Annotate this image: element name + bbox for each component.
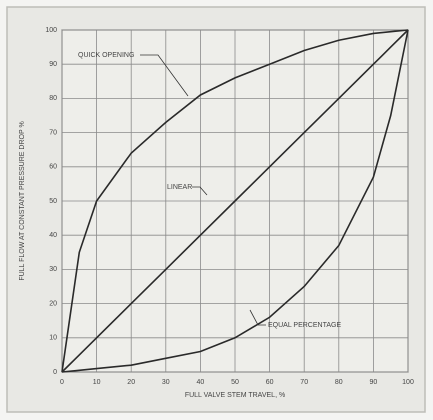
y-tick-label: 90 [49, 61, 57, 68]
x-tick-label: 0 [60, 379, 64, 386]
series-label: LINEAR [167, 184, 192, 191]
y-tick-label: 0 [53, 369, 57, 376]
y-tick-label: 40 [49, 232, 57, 239]
series-label: QUICK OPENING [78, 52, 134, 59]
x-tick-label: 100 [402, 379, 414, 386]
x-tick-label: 20 [127, 379, 135, 386]
x-tick-label: 90 [370, 379, 378, 386]
x-tick-label: 40 [197, 379, 205, 386]
y-tick-label: 80 [49, 95, 57, 102]
series-label: EQUAL PERCENTAGE [268, 322, 341, 329]
y-tick-label: 70 [49, 129, 57, 136]
x-tick-label: 70 [300, 379, 308, 386]
y-axis-label: FULL FLOW AT CONSTANT PRESSURE DROP % [19, 121, 26, 280]
x-tick-label: 50 [231, 379, 239, 386]
x-tick-label: 30 [162, 379, 170, 386]
leader-line [140, 54, 189, 97]
y-tick-label: 10 [49, 335, 57, 342]
series-line [61, 29, 409, 373]
x-axis-label: FULL VALVE STEM TRAVEL, % [185, 392, 285, 399]
series-line [61, 29, 409, 373]
y-tick-label: 30 [49, 266, 57, 273]
x-tick-label: 60 [266, 379, 274, 386]
x-tick-label: 10 [93, 379, 101, 386]
y-tick-label: 100 [45, 27, 57, 34]
leader-line [192, 186, 208, 196]
x-tick-label: 80 [335, 379, 343, 386]
series-line [61, 29, 409, 373]
y-tick-label: 20 [49, 300, 57, 307]
y-tick-label: 50 [49, 198, 57, 205]
leader-line [249, 309, 266, 326]
y-tick-label: 60 [49, 164, 57, 171]
